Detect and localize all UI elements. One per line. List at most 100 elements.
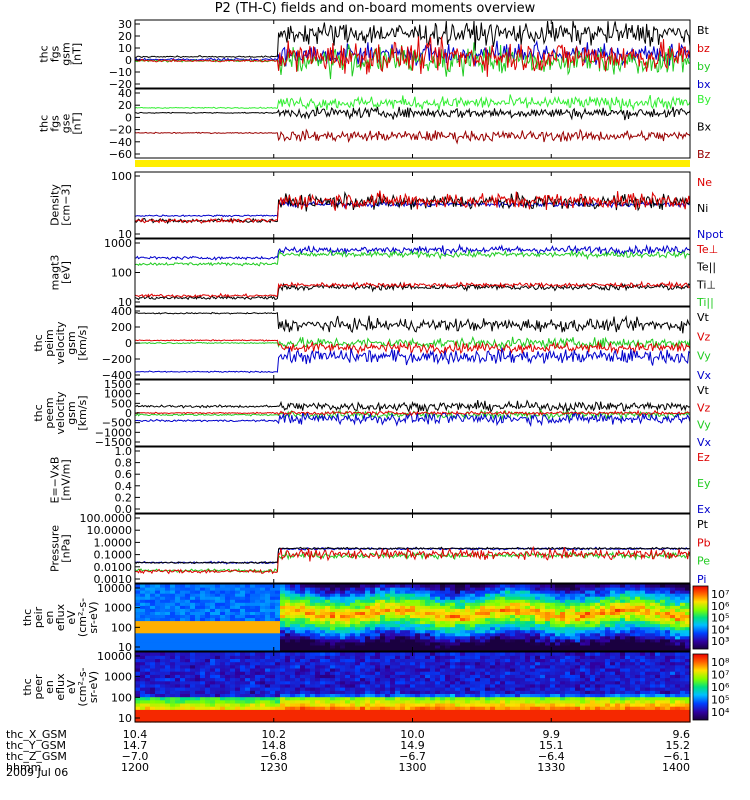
spectrogram-cell — [445, 652, 451, 656]
spectrogram-cell — [460, 690, 466, 694]
spectrogram-cell — [195, 590, 201, 594]
spectrogram-cell — [295, 596, 301, 600]
spectrogram-cell — [610, 608, 616, 612]
spectrogram-cell — [490, 696, 496, 701]
spectrogram-cell — [375, 677, 381, 682]
spectrogram-cell — [165, 671, 171, 675]
spectrogram-cell — [470, 652, 476, 656]
spectrogram-cell — [165, 680, 171, 685]
spectrogram-cell — [205, 715, 211, 720]
spectrogram-cell — [200, 587, 206, 591]
spectrogram-cell — [185, 652, 191, 656]
spectrogram-cell — [190, 635, 196, 640]
spectrogram-cell — [490, 709, 496, 714]
spectrogram-cell — [280, 712, 286, 717]
spectrogram-cell — [320, 677, 326, 682]
spectrogram-cell — [655, 584, 661, 588]
spectrogram-cell — [465, 699, 471, 704]
spectrogram-cell — [275, 620, 281, 625]
spectrogram-cell — [570, 709, 576, 714]
spectrogram-cell — [365, 602, 371, 606]
spectrogram-cell — [580, 629, 586, 634]
spectrogram-cell — [370, 696, 376, 701]
spectrogram-cell — [325, 584, 331, 588]
spectrogram-cell — [440, 680, 446, 685]
spectrogram-cell — [225, 632, 231, 637]
spectrogram-cell — [210, 602, 216, 606]
spectrogram-cell — [435, 699, 441, 704]
spectrogram-cell — [255, 626, 261, 631]
spectrogram-cell — [445, 638, 451, 643]
spectrogram-cell — [590, 635, 596, 640]
spectrogram-cell — [680, 696, 686, 701]
spectrogram-cell — [135, 626, 141, 631]
spectrogram-cell — [655, 693, 661, 698]
spectrogram-cell — [400, 696, 406, 701]
spectrogram-cell — [470, 658, 476, 663]
spectrogram-cell — [220, 590, 226, 594]
spectrogram-cell — [670, 611, 676, 615]
spectrogram-cell — [390, 587, 396, 591]
spectrogram-cell — [375, 620, 381, 625]
spectrogram-cell — [365, 623, 371, 628]
spectrogram-cell — [390, 712, 396, 717]
spectrogram-cell — [255, 641, 261, 646]
spectrogram-cell — [160, 638, 166, 643]
spectrogram-cell — [410, 596, 416, 600]
spectrogram-cell — [620, 696, 626, 701]
spectrogram-cell — [660, 652, 666, 656]
spectrogram-cell — [270, 680, 276, 685]
spectrogram-cell — [410, 696, 416, 701]
spectrogram-cell — [660, 661, 666, 666]
spectrogram-cell — [495, 687, 501, 691]
spectrogram-cell — [330, 584, 336, 588]
spectrogram-cell — [210, 715, 216, 720]
spectrogram-cell — [250, 706, 256, 710]
spectrogram-cell — [445, 596, 451, 600]
spectrogram-cell — [155, 667, 161, 672]
spectrogram-cell — [620, 658, 626, 663]
spectrogram-cell — [570, 677, 576, 682]
spectrogram-cell — [650, 590, 656, 594]
spectrogram-cell — [355, 671, 361, 675]
spectrogram-cell — [235, 644, 241, 649]
spectrogram-cell — [195, 690, 201, 694]
spectrogram-cell — [225, 667, 231, 672]
spectrogram-cell — [550, 599, 556, 603]
spectrogram-cell — [515, 680, 521, 685]
spectrogram-cell — [285, 680, 291, 685]
spectrogram-cell — [510, 683, 516, 688]
spectrogram-cell — [255, 706, 261, 710]
spectrogram-cell — [165, 626, 171, 631]
spectrogram-cell — [635, 696, 641, 701]
spectrogram-cell — [680, 693, 686, 698]
spectrogram-cell — [270, 590, 276, 594]
spectrogram-cell — [630, 608, 636, 612]
spectrogram-cell — [470, 587, 476, 591]
spectrogram-cell — [580, 664, 586, 669]
spectrogram-cell — [545, 602, 551, 606]
spectrogram-cell — [160, 667, 166, 672]
spectrogram-cell — [310, 680, 316, 685]
spectrogram-cell — [610, 677, 616, 682]
spectrogram-cell — [160, 655, 166, 659]
spectrogram-cell — [290, 584, 296, 588]
spectrogram-cell — [410, 677, 416, 682]
spectrogram-cell — [450, 623, 456, 628]
spectrogram-cell — [235, 658, 241, 663]
spectrogram-cell — [585, 690, 591, 694]
spectrogram-cell — [605, 677, 611, 682]
spectrogram-cell — [515, 693, 521, 698]
spectrogram-cell — [615, 635, 621, 640]
spectrogram-cell — [575, 596, 581, 600]
spectrogram-cell — [595, 674, 601, 679]
spectrogram-cell — [600, 667, 606, 672]
spectrogram-cell — [210, 661, 216, 666]
spectrogram-cell — [625, 623, 631, 628]
spectrogram-cell — [505, 593, 511, 597]
spectrogram-cell — [310, 648, 316, 652]
spectrogram-cell — [135, 664, 141, 669]
spectrogram-cell — [300, 706, 306, 710]
spectrogram-cell — [235, 667, 241, 672]
spectrogram-cell — [375, 687, 381, 691]
